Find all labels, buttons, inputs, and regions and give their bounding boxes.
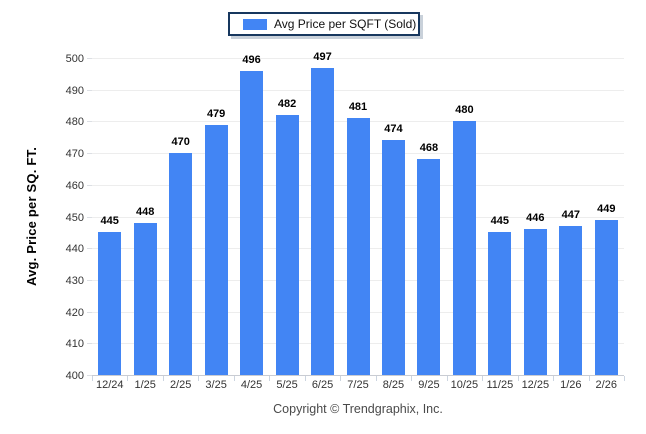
- y-axis-tick: [87, 343, 92, 345]
- x-axis-tick: [375, 376, 377, 381]
- x-axis-tick: [127, 376, 129, 381]
- y-tick-label: 400: [65, 370, 84, 382]
- bar: [133, 222, 157, 375]
- bar-value-label: 470: [171, 136, 190, 149]
- y-axis-tick: [87, 153, 92, 155]
- x-tick-label: 5/25: [276, 379, 298, 391]
- bar: [559, 226, 583, 375]
- y-tick-label: 420: [65, 306, 84, 319]
- x-tick-label: 1/25: [134, 379, 156, 391]
- bar: [240, 70, 264, 375]
- x-tick-label: 1/26: [560, 379, 582, 391]
- y-axis-tick: [87, 58, 92, 59]
- y-tick-label: 440: [65, 243, 84, 256]
- x-axis-tick: [233, 376, 235, 381]
- legend-label: Avg Price per SQFT (Sold): [274, 17, 417, 31]
- x-axis-tick: [446, 376, 448, 381]
- bar: [488, 232, 512, 375]
- bar-value-label: 497: [313, 50, 332, 63]
- x-tick-label: 12/25: [521, 379, 550, 391]
- bar: [311, 67, 335, 375]
- bar: [594, 219, 618, 375]
- x-tick-label: 2/26: [595, 379, 617, 391]
- x-tick-label: 8/25: [382, 379, 405, 391]
- bar-value-label: 449: [597, 202, 616, 215]
- x-axis-tick: [162, 376, 164, 381]
- bar: [204, 124, 228, 375]
- y-axis-tick: [87, 89, 92, 91]
- bar: [452, 121, 476, 375]
- bar-value-label: 480: [455, 104, 474, 117]
- x-tick-label: 10/25: [450, 379, 479, 391]
- y-axis-tick: [87, 216, 92, 218]
- plot-area: 400 410 420 430 440 450 460 470 480 490 500 445 12/2…: [66, 51, 625, 391]
- x-tick-label: 3/25: [205, 379, 227, 391]
- bar: [275, 115, 299, 375]
- x-axis-tick: [269, 376, 271, 381]
- bar: [169, 153, 193, 375]
- bar-value-label: 496: [242, 53, 261, 66]
- bar-value-label: 447: [561, 209, 580, 221]
- x-axis-tick: [198, 376, 200, 381]
- y-tick-label: 450: [65, 211, 84, 224]
- y-tick-label: 430: [65, 274, 84, 287]
- y-axis-title: Avg. Price per SQ. FT.: [24, 147, 39, 287]
- bar-value-label: 468: [419, 142, 439, 155]
- y-tick-label: 410: [65, 338, 84, 351]
- x-tick-label: 4/25: [240, 379, 263, 391]
- y-axis-tick: [87, 279, 92, 281]
- bar: [523, 229, 547, 375]
- y-axis-tick: [87, 375, 92, 376]
- y-axis-tick: [87, 311, 92, 313]
- bar-value-label: 474: [384, 123, 403, 136]
- bar-value-label: 446: [526, 212, 545, 225]
- bar: [417, 159, 441, 375]
- x-tick-label: 6/25: [311, 379, 334, 391]
- y-tick-label: 470: [65, 148, 84, 161]
- gridline: [92, 58, 624, 59]
- bar: [381, 140, 405, 375]
- y-tick-label: 490: [65, 84, 84, 97]
- x-axis-tick: [92, 376, 93, 381]
- bar-value-label: 445: [490, 215, 510, 228]
- x-axis-tick: [624, 376, 625, 381]
- gridline: [92, 89, 624, 91]
- x-tick-label: 12/24: [95, 379, 124, 391]
- y-axis-tick: [87, 121, 92, 123]
- legend-swatch-icon: [243, 18, 267, 30]
- x-axis-tick: [482, 376, 484, 381]
- x-axis-tick: [340, 376, 342, 381]
- bar-value-label: 482: [277, 98, 297, 111]
- x-tick-label: 9/25: [418, 379, 440, 391]
- copyright-text: Copyright © Trendgraphix, Inc.: [273, 402, 443, 416]
- x-axis-tick: [517, 376, 519, 381]
- x-tick-label: 7/25: [347, 379, 369, 391]
- y-tick-label: 500: [65, 53, 84, 65]
- y-axis-tick: [87, 184, 92, 186]
- bar-value-label: 479: [206, 107, 226, 120]
- y-tick-label: 480: [65, 116, 84, 129]
- bar: [346, 118, 370, 375]
- x-tick-label: 11/25: [486, 379, 514, 391]
- x-axis-tick: [588, 376, 590, 381]
- y-tick-label: 460: [65, 179, 84, 192]
- bar-value-label: 481: [348, 101, 368, 114]
- bar-value-label: 448: [136, 205, 155, 218]
- x-axis-tick: [411, 376, 413, 381]
- bar: [98, 232, 122, 375]
- y-axis-tick: [87, 248, 92, 250]
- x-axis-tick: [304, 376, 306, 381]
- x-axis-tick: [553, 376, 555, 381]
- x-tick-label: 2/25: [169, 379, 192, 391]
- legend: Avg Price per SQFT (Sold): [228, 12, 420, 36]
- bar-value-label: 445: [100, 215, 119, 228]
